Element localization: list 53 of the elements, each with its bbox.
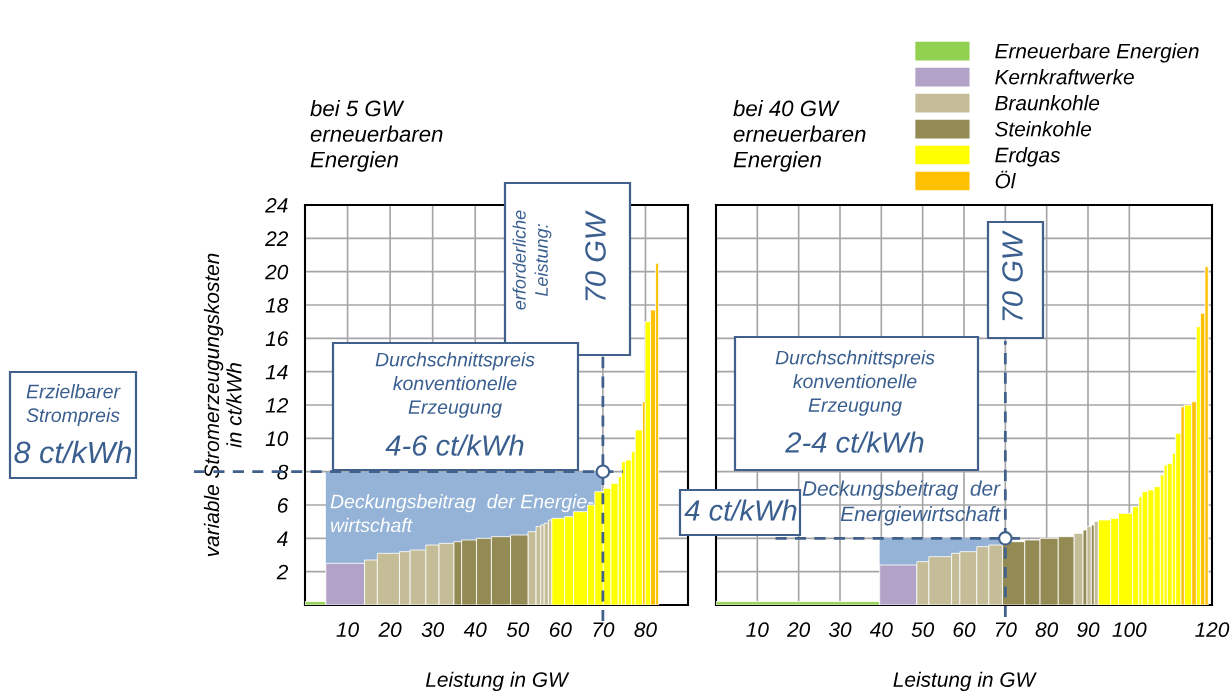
x-tick-label: 50 <box>506 622 530 637</box>
x-tick-label: 70 <box>995 622 1017 637</box>
annotation: 70 GW <box>1002 230 1023 321</box>
x-tick-label: 10 <box>746 622 769 637</box>
y-tick-label: 14 <box>265 364 288 380</box>
legend-label: Erneuerbare Energien <box>995 43 1199 63</box>
y-axis-title: variable Stromerzeugungskosten in ct/kWh <box>203 253 242 557</box>
legend-label: Braunkohle <box>995 95 1100 111</box>
annotation: 2-4 ct/kWh <box>785 431 924 453</box>
y-tick-label: 20 <box>265 264 289 280</box>
x-tick-label: 50 <box>911 622 935 637</box>
x-tick-label: 10 <box>336 622 359 637</box>
x-axis-title: Leistung in GW <box>425 671 570 692</box>
annotation: erforderliche Leistung: <box>512 210 552 310</box>
chart-title: bei 40 GW erneuerbaren Energien <box>733 100 866 172</box>
x-tick-label: 30 <box>421 622 445 637</box>
x-axis-title: Leistung in GW <box>893 671 1037 692</box>
annotation: Deckungsbeitrag der Energie- wirtschaft <box>330 494 594 533</box>
annotation: Deckungsbeitrag der Energiewirtschaft <box>802 480 1001 526</box>
x-tick-label: 20 <box>786 622 811 637</box>
x-tick-label: 90 <box>1077 622 1100 637</box>
annotation: 70 GW <box>585 210 606 301</box>
x-tick-label: 20 <box>378 622 402 637</box>
x-tick-label: 120 <box>1195 622 1230 637</box>
y-tick-label: 18 <box>265 298 289 313</box>
x-tick-label: 60 <box>549 622 572 637</box>
x-tick-label: 30 <box>828 622 852 637</box>
x-tick-label: 70 <box>593 622 615 637</box>
y-tick-label: 4 <box>276 531 288 546</box>
x-tick-label: 40 <box>463 622 487 637</box>
legend-label: Öl <box>995 170 1016 189</box>
annotation: Durchschnittspreis konventionelle Erzeugung <box>775 350 935 416</box>
annotation: 4-6 ct/kWh <box>385 434 524 456</box>
x-tick-label: 60 <box>953 622 976 637</box>
text: Erzielbarer Strompreis <box>26 384 121 426</box>
y-tick-label: 2 <box>276 564 289 580</box>
y-tick-label: 12 <box>265 398 289 413</box>
annotation: Durchschnittspreis konventionelle Erzeugung <box>375 352 535 418</box>
y-tick-label: 16 <box>265 331 289 347</box>
y-tick-label: 10 <box>265 431 289 447</box>
y-tick-label: 24 <box>265 198 288 213</box>
x-tick-label: 100 <box>1112 622 1147 637</box>
y-tick-label: 22 <box>265 231 289 246</box>
x-tick-label: 40 <box>869 622 893 637</box>
legend-label: Kernkraftwerke <box>995 69 1134 85</box>
annotation: 4 ct/kWh <box>684 499 797 521</box>
y-tick-label: 6 <box>277 498 289 513</box>
legend-label: Erdgas <box>995 147 1061 167</box>
chart-title: bei 5 GW erneuerbaren Energien <box>310 100 443 172</box>
legend-label: Steinkohle <box>995 121 1092 137</box>
x-tick-label: 80 <box>1035 622 1059 637</box>
x-tick-label: 80 <box>634 622 657 637</box>
text: 8 ct/kWh <box>14 440 132 464</box>
